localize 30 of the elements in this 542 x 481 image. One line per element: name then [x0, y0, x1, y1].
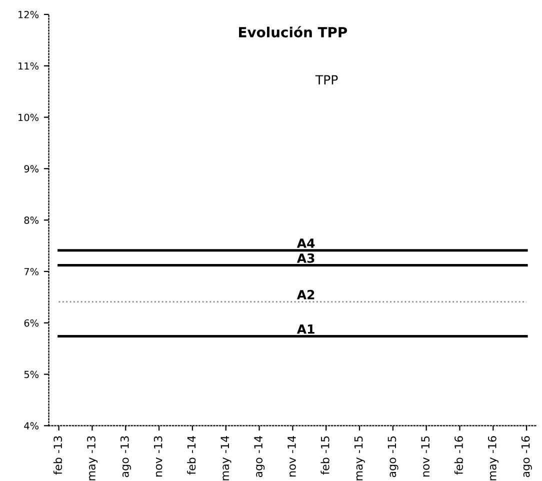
- y-tick-label: 4%: [24, 422, 39, 430]
- text: Evolución TPP: [239, 26, 348, 38]
- x-tick-label: may -15: [354, 436, 365, 480]
- y-tick-label: 7%: [24, 268, 39, 276]
- y-tick-label: 11%: [18, 62, 39, 70]
- x-tick-label: feb -13: [53, 436, 62, 475]
- x-tick-label: ago -15: [388, 436, 398, 478]
- y-tick-label: 5%: [24, 370, 39, 378]
- annotation: TPP: [315, 75, 338, 84]
- x-tick-label: may -16: [488, 436, 499, 480]
- x-tick-label: may -14: [220, 436, 232, 480]
- y-tick-label: 8%: [24, 216, 39, 224]
- series-label: A2: [296, 290, 314, 300]
- x-tick-label: feb -16: [454, 436, 463, 475]
- x-tick-label: nov -15: [421, 436, 430, 476]
- x-tick-label: feb -14: [187, 436, 196, 475]
- x-tick-label: nov -13: [154, 436, 162, 476]
- x-tick-label: feb -15: [320, 436, 330, 475]
- series-label: A3: [296, 253, 314, 263]
- x-tick-label: ago -16: [521, 436, 532, 478]
- y-tick-label: 12%: [18, 10, 39, 18]
- x-tick-label: ago -13: [120, 436, 131, 478]
- series-label: A4: [296, 238, 315, 248]
- series-label: A1: [296, 324, 314, 334]
- x-tick-label: ago -14: [254, 436, 265, 478]
- y-tick-label: 6%: [24, 319, 39, 327]
- y-tick-label: 10%: [18, 114, 39, 122]
- x-tick-label: nov -14: [288, 436, 296, 476]
- x-tick-label: may -13: [87, 436, 98, 480]
- y-tick-label: 9%: [24, 165, 39, 172]
